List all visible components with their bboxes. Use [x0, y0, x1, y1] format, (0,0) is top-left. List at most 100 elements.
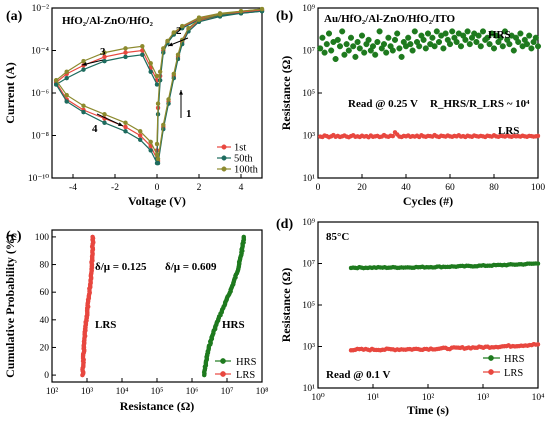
panel-a-point-100th [140, 44, 145, 49]
panel-d-read-note: Read @ 0.1 V [326, 369, 390, 381]
panel-a-annot-3: 3 [100, 46, 106, 58]
panel-a-annot-2: 2 [176, 25, 182, 37]
panel-a-point-100th [157, 69, 163, 74]
panel-a-legend-label: 50th [234, 154, 253, 165]
panel-b-point-HRS [407, 41, 414, 48]
panel-b-point-HRS [420, 36, 427, 43]
panel-a-xlabel: Voltage (V) [128, 194, 186, 208]
panel-c-legend-label: LRS [236, 370, 255, 381]
panel-c-hrs-ratio: δ/μ = 0.609 [165, 261, 217, 273]
panel-b-x-tick-label: 0 [316, 183, 321, 193]
panel-b-point-HRS [391, 36, 399, 43]
panel-b-point-HRS [411, 28, 418, 35]
panel-d-y-tick-label: 10³ [303, 343, 316, 353]
panel-a-point-100th [166, 97, 171, 102]
panel-a-point-100th [123, 120, 128, 125]
panel-b-point-HRS [446, 41, 454, 48]
panel-b-point-HRS [442, 30, 449, 37]
panel-c-lrs-label: LRS [95, 319, 116, 331]
panel-c-legend-marker [220, 358, 226, 364]
panel-d-legend-marker [488, 369, 494, 375]
panel-d-legend-marker [488, 355, 494, 361]
panel-b-point-HRS [374, 38, 381, 46]
panel-a-curve-50th [55, 54, 158, 86]
panel-b-point-HRS [501, 28, 509, 35]
panel-b-point-HRS [343, 41, 350, 48]
panel-b-point-HRS [321, 49, 328, 56]
panel-b-point-HRS [464, 28, 471, 35]
panel-a-point-50th [102, 58, 107, 64]
panel-b-point-HRS [466, 41, 473, 48]
panel-b-point-HRS [506, 41, 513, 48]
panel-b-x-tick-label: 40 [401, 183, 411, 193]
panel-c-x-tick-label: 10² [46, 387, 59, 397]
panel-a-point-100th [148, 61, 153, 66]
panel-c-hrs-label: HRS [222, 319, 245, 331]
panel-a-point-50th [140, 52, 145, 57]
panel-a-point-50th [154, 160, 160, 166]
panel-b-point-HRS [319, 34, 326, 41]
panel-a-annot-4: 4 [92, 123, 98, 135]
panel-a-x-tick-label: 2 [197, 183, 202, 193]
panel-a-point-50th [64, 75, 69, 81]
panel-b-point-HRS [484, 34, 491, 41]
panel-b-point-HRS [462, 36, 469, 43]
panel-a-point-50th [102, 120, 107, 125]
panel-c-y-tick-label: 60 [40, 288, 50, 298]
panel-b-point-HRS [433, 28, 440, 35]
panel-b-point-HRS [416, 43, 423, 50]
panel-a-legend-label: 1st [234, 143, 246, 154]
panel-a-point-100th [53, 78, 59, 83]
panel-b-point-HRS [350, 43, 357, 50]
panel-d-y-tick-label: 10⁵ [302, 301, 315, 311]
panel-b-point-HRS [352, 53, 359, 60]
panel-d-x-tick-label: 10¹ [367, 393, 380, 403]
panel-a-point-50th [81, 109, 86, 115]
panel-c-y-tick-label: 0 [44, 371, 49, 381]
panel-d-x-tick-label: 10² [422, 393, 435, 403]
panel-a-point-50th [154, 82, 160, 87]
panel-b-y-tick-label: 10⁷ [302, 47, 315, 57]
panel-b-point-HRS [534, 43, 542, 50]
panel-b-point-HRS [334, 36, 341, 43]
panel-b-point-HRS [389, 47, 396, 54]
panel-d-x-tick-label: 10⁰ [311, 393, 325, 403]
panel-b-point-HRS [336, 43, 344, 50]
panel-a-x-tick-label: 0 [155, 183, 160, 193]
panel-b-point-HRS [515, 38, 522, 46]
panel-b-point-HRS [394, 30, 401, 37]
panel-c-x-tick-label: 10⁵ [151, 387, 164, 397]
panel-b-point-HRS [354, 38, 361, 46]
panel-c-x-tick-label: 10³ [81, 387, 94, 397]
panel-b-y-tick-label: 10⁹ [302, 4, 316, 14]
panel-b-point-HRS [510, 47, 517, 54]
panel-b-point-HRS [372, 51, 379, 58]
panel-a-point-100th [102, 50, 107, 55]
panel-a-point-100th [137, 129, 143, 134]
panel-d-point-LRS [535, 342, 541, 347]
panel-b-point-HRS [486, 41, 493, 48]
panel-c-label: (c) [6, 229, 22, 244]
panel-b-point-HRS [499, 43, 506, 50]
panel-a-point-100th [64, 92, 69, 98]
panel-a-point-100th [102, 112, 107, 117]
panel-b-point-HRS [526, 32, 533, 39]
panel-b-point-HRS [341, 51, 348, 58]
panel-a-point-100th [161, 46, 166, 51]
panel-a-point-100th [179, 23, 185, 29]
panel-b-x-tick-label: 80 [489, 183, 499, 193]
panel-a-point-50th [123, 54, 128, 60]
panel-d-y-tick-label: 10⁹ [302, 218, 316, 228]
panel-c-point-HRS [241, 234, 247, 240]
panel-d-point-HRS [535, 261, 541, 266]
panel-a-y-tick-label: 10⁻⁶ [31, 89, 49, 99]
panel-b-point-HRS [347, 34, 355, 41]
panel-d-xlabel: Time (s) [407, 403, 449, 417]
panel-b-x-tick-label: 20 [357, 183, 367, 193]
panel-a-legend-label: 100th [234, 165, 259, 176]
panel-a-ylabel: Current (A) [3, 62, 17, 123]
panel-a-point-100th [165, 38, 170, 44]
panel-a-label: (a) [6, 9, 23, 24]
panel-c-ylabel: Cumulative Probability (%) [3, 234, 17, 378]
